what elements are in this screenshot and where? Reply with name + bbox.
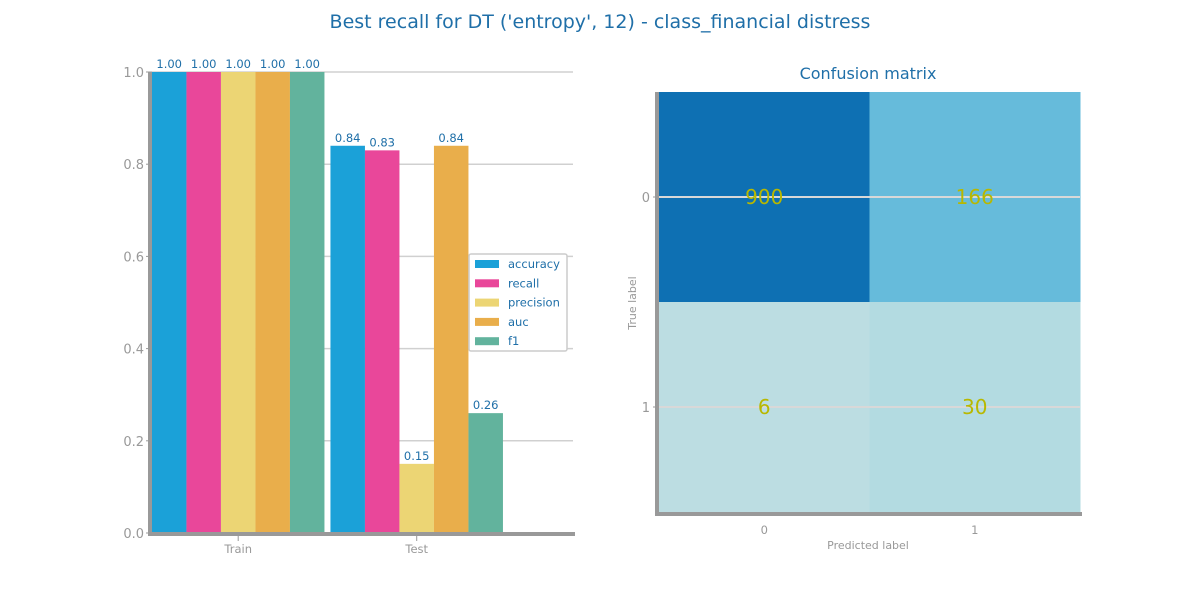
bar-auc-train — [255, 72, 290, 533]
data-label: 1.00 — [294, 57, 320, 71]
figure-title: Best recall for DT ('entropy', 12) - cla… — [330, 11, 871, 33]
cm-x-tick-label: 1 — [971, 523, 978, 537]
bar-chart-x-ticks: Train Test — [223, 536, 429, 556]
cm-y-tick-label: 1 — [642, 401, 650, 416]
data-label: 1.00 — [191, 57, 217, 71]
bar-chart-y-axis — [148, 72, 152, 536]
bar-recall-test — [364, 150, 400, 533]
cm-value-1-0: 6 — [758, 395, 771, 419]
data-label: 1.00 — [225, 57, 251, 71]
confusion-matrix-xlabel: Predicted label — [827, 539, 909, 552]
cm-x-tick-label: 0 — [761, 523, 768, 537]
y-tick-label: 0.8 — [123, 158, 144, 173]
y-tick-label: 0.4 — [123, 343, 144, 358]
confusion-matrix-cells — [659, 92, 1081, 513]
bar-chart-y-ticks: 0.0 0.2 0.4 0.6 0.8 1.0 — [123, 66, 152, 542]
bar-precision-test — [399, 463, 434, 533]
cm-y-tick-label: 0 — [642, 191, 650, 206]
bar-precision-train — [220, 72, 256, 533]
legend-swatch-f1 — [475, 337, 499, 346]
cm-value-1-1: 30 — [962, 395, 987, 419]
legend-label-accuracy: accuracy — [508, 257, 560, 271]
x-tick-label: Test — [404, 542, 428, 556]
legend-label-precision: precision — [508, 296, 560, 310]
bar-recall-train — [186, 72, 221, 533]
legend-label-f1: f1 — [508, 334, 519, 348]
y-tick-label: 1.0 — [123, 66, 144, 81]
bar-accuracy-train — [151, 72, 187, 533]
cm-value-0-1: 166 — [956, 185, 994, 209]
bar-auc-test — [433, 145, 469, 533]
legend-box — [468, 253, 568, 352]
confusion-matrix-ylabel: True label — [626, 276, 639, 330]
data-label: 0.26 — [473, 398, 499, 412]
data-label: 1.00 — [156, 57, 182, 71]
data-label: 1.00 — [260, 57, 286, 71]
metrics-bar-chart: 0.0 0.2 0.4 0.6 0.8 1.0 1.00 1.00 1.00 1.00 1.00 0… — [123, 57, 575, 556]
bar-accuracy-test — [330, 145, 365, 533]
confusion-matrix-x-axis — [655, 512, 1082, 516]
x-tick-label: Train — [223, 542, 252, 556]
confusion-matrix-gridlines — [659, 196, 1080, 408]
legend-swatch-accuracy — [475, 260, 499, 268]
y-tick-label: 0.0 — [123, 527, 144, 542]
bar-chart-data-labels: 1.00 1.00 1.00 1.00 1.00 0.84 0.83 0.15 0.84 0.26 — [156, 57, 498, 463]
bar-chart-x-axis — [148, 532, 575, 536]
legend-label-recall: recall — [508, 276, 539, 290]
confusion-matrix-values: 900 166 6 30 — [745, 185, 994, 419]
data-label: 0.84 — [335, 131, 361, 145]
data-label: 0.84 — [438, 131, 464, 145]
bar-f1-test — [468, 413, 503, 533]
y-tick-label: 0.2 — [123, 435, 144, 450]
bar-chart-legend: accuracy recall precision auc f1 — [468, 253, 568, 352]
data-label: 0.83 — [369, 135, 395, 149]
legend-swatch-precision — [475, 298, 499, 307]
legend-swatch-auc — [475, 317, 499, 326]
data-label: 0.15 — [404, 449, 430, 463]
confusion-matrix: Confusion matrix 900 166 6 30 0 0 1 1 Predicte… — [626, 64, 1082, 552]
legend-swatch-recall — [475, 279, 499, 288]
legend-label-auc: auc — [508, 315, 529, 329]
bar-chart-bars — [151, 72, 503, 533]
bar-f1-train — [289, 72, 325, 533]
confusion-matrix-title: Confusion matrix — [800, 64, 937, 83]
y-tick-label: 0.6 — [123, 250, 144, 265]
cm-value-0-0: 900 — [745, 185, 783, 209]
confusion-matrix-y-axis — [655, 92, 659, 516]
